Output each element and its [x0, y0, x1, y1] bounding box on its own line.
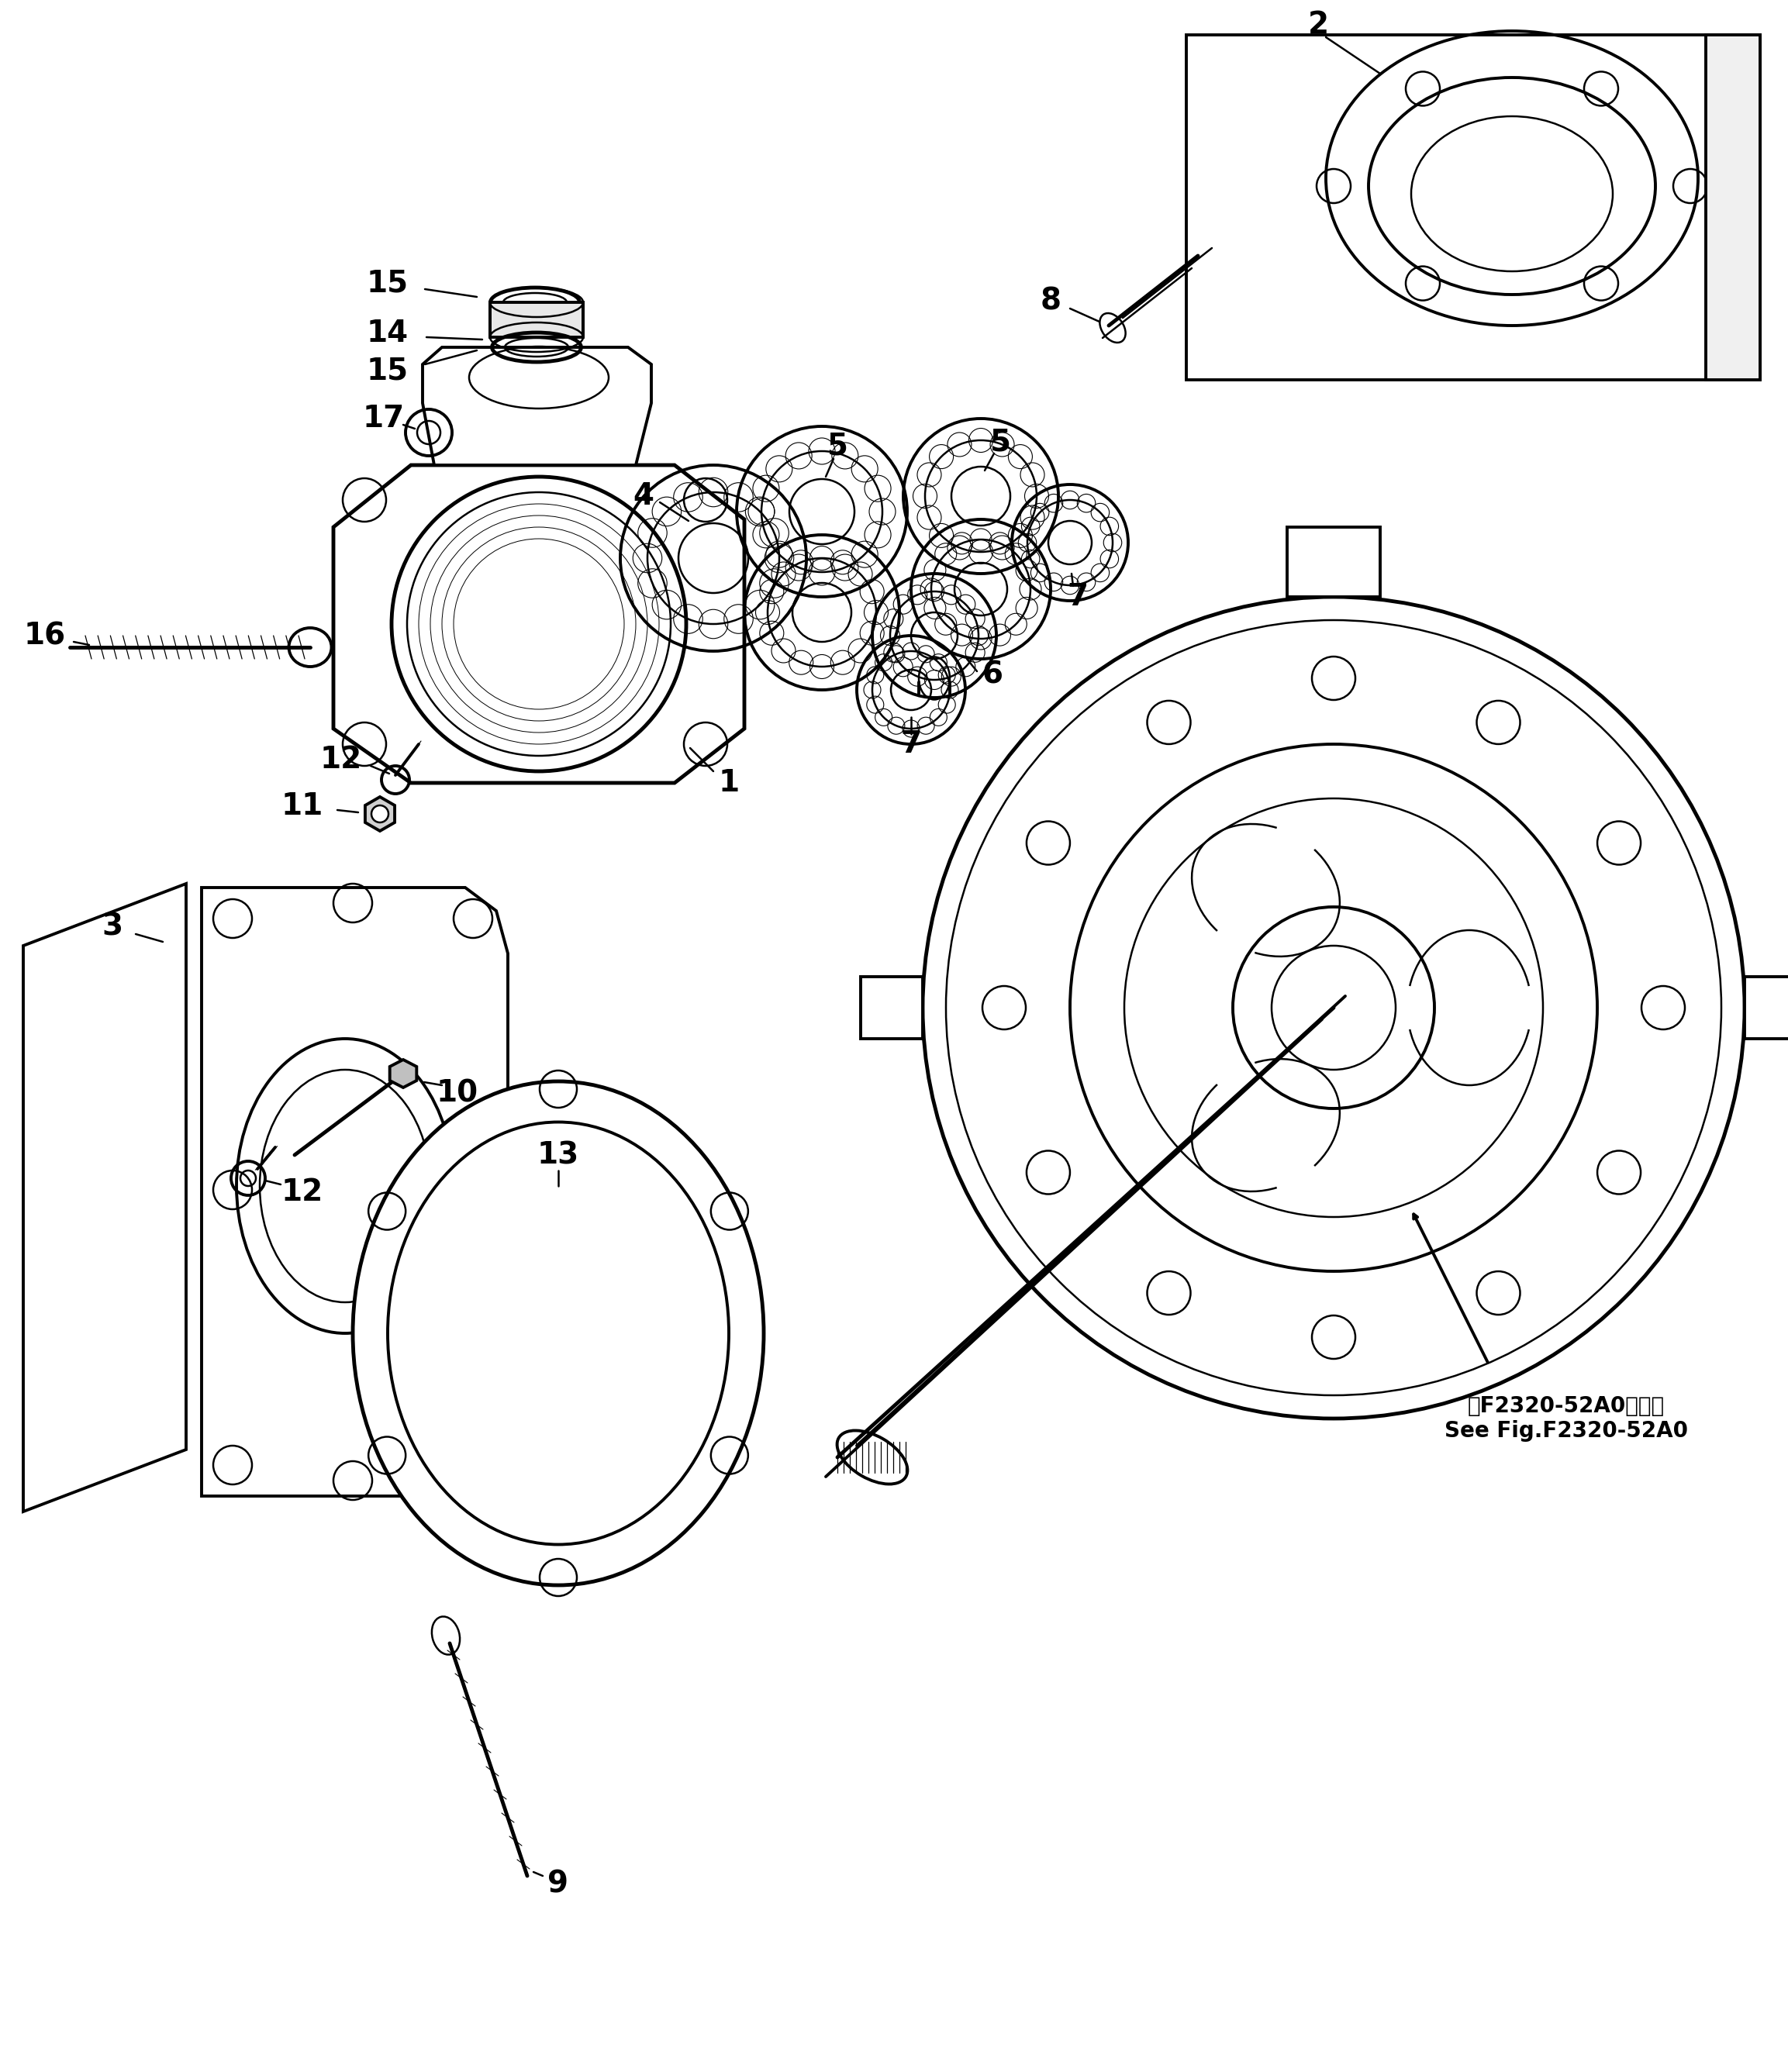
- Polygon shape: [1185, 35, 1759, 379]
- Polygon shape: [422, 348, 651, 464]
- Polygon shape: [1745, 976, 1788, 1038]
- Polygon shape: [202, 887, 508, 1496]
- Text: 16: 16: [23, 622, 66, 651]
- Ellipse shape: [352, 1082, 763, 1585]
- Text: 3: 3: [102, 912, 123, 941]
- Polygon shape: [333, 464, 744, 783]
- Text: 10: 10: [436, 1077, 479, 1109]
- Text: 4: 4: [633, 481, 654, 512]
- Text: 7: 7: [901, 729, 921, 758]
- Text: 17: 17: [363, 404, 404, 433]
- Text: 1: 1: [719, 769, 740, 798]
- Text: 8: 8: [1041, 286, 1060, 315]
- Polygon shape: [490, 303, 583, 338]
- Text: 14: 14: [367, 319, 409, 348]
- Polygon shape: [860, 976, 923, 1038]
- Text: 第F2320-52A0図参照
See Fig.F2320-52A0: 第F2320-52A0図参照 See Fig.F2320-52A0: [1445, 1394, 1688, 1442]
- Text: 5: 5: [991, 427, 1010, 456]
- Text: 6: 6: [982, 659, 1003, 690]
- Polygon shape: [365, 798, 395, 831]
- Text: 5: 5: [826, 431, 848, 460]
- Text: 2: 2: [1307, 10, 1328, 39]
- Circle shape: [372, 806, 388, 823]
- Text: 15: 15: [367, 267, 409, 298]
- Text: 11: 11: [281, 792, 324, 821]
- Polygon shape: [23, 883, 186, 1513]
- Text: 12: 12: [281, 1177, 324, 1206]
- Text: 9: 9: [547, 1869, 569, 1898]
- Polygon shape: [390, 1059, 417, 1088]
- Text: 15: 15: [367, 356, 409, 385]
- Text: 13: 13: [536, 1140, 579, 1171]
- Text: 7: 7: [1067, 582, 1089, 611]
- Polygon shape: [1287, 526, 1380, 597]
- Polygon shape: [1706, 35, 1759, 379]
- Text: 12: 12: [320, 746, 363, 775]
